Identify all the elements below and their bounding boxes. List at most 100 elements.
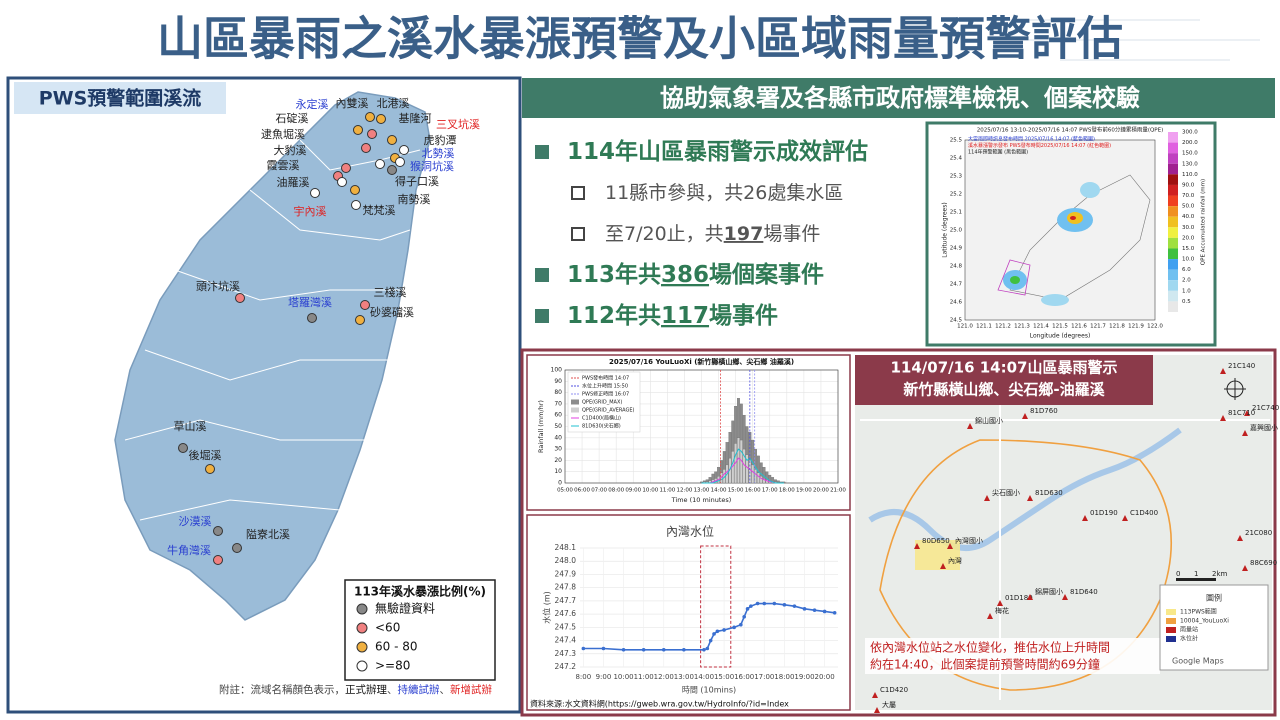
station-marker [1082,515,1088,521]
place-label: 81D760 [1030,407,1058,415]
footnote-part: 附註：流域名稱顏色表示， [219,683,345,696]
x-tick-label: 9:00 [596,673,612,681]
legend-swatch [356,622,368,634]
x-tick-label: 15:00 [714,673,734,681]
x-tick-label: 16:00 [734,673,754,681]
radar-y-tick: 25.1 [950,210,962,216]
radar-x-tick: 121.9 [1128,324,1144,330]
bullet-part: 11縣市參與，共26處集水區 [605,182,843,204]
radar-x-tick: 122.0 [1147,324,1163,330]
map-legend-swatch [1166,618,1176,624]
stream-dot [213,555,223,565]
bullet-text: 113年共386場個案事件 [567,261,824,288]
station-marker [1244,410,1250,416]
point [708,638,713,643]
stream-label: 南勢溪 [398,192,431,206]
place-label: 21C140 [1228,362,1255,370]
x-tick-label: 8:00 [575,673,591,681]
colorbar-label: 70.0 [1182,193,1195,199]
bullet-part: 場個案事件 [709,261,824,288]
radar-coast [1009,174,1151,301]
place-label: 80D650 [922,537,950,545]
scale-label: 1 [1194,570,1198,578]
point [742,614,746,619]
station-marker [947,543,953,549]
y-tick-label: 50 [554,423,562,430]
colorbar-label: 50.0 [1182,204,1195,210]
bullet-part: 場事件 [709,303,778,329]
bullet-part: 場事件 [763,223,820,245]
colorbar-cell [1168,195,1178,207]
place-label: 錦山國小 [975,416,1003,425]
map-legend-swatch [1166,627,1176,633]
place-label: 01D180 [1005,594,1033,602]
radar-x-tick: 121.2 [995,324,1011,330]
radar-y-tick: 25.0 [950,228,963,234]
stream-dot [375,159,385,169]
legend-title: 113年溪水暴漲比例(%) [354,584,486,599]
point [832,610,837,615]
y-tick-label: 247.5 [555,622,577,631]
bullet-part: 114年山區暴雨警示成效評估 [567,138,868,165]
legend-label: PWS修正時間 16:07 [582,391,629,398]
scale-label: 2km [1212,570,1228,578]
stream-dot [205,464,215,474]
footnote-part: 、 [387,684,398,696]
bar [754,469,757,484]
bar [745,454,749,484]
colorbar-cell [1168,132,1178,143]
colorbar-cell [1168,227,1178,238]
stream-dot [395,157,405,167]
x-axis-label: Time (10 minutes) [671,496,732,504]
legend-label: PWS發布時間 14:07 [582,375,629,382]
x-tick-label: 11:00 [659,488,675,494]
scale-bar [1176,578,1216,581]
point [715,629,720,634]
bar [756,472,760,484]
station-marker [874,707,880,713]
map-note: 依內灣水位站之水位變化，推估水位上升時間 [870,640,1110,655]
bullet-square [535,145,549,159]
stream-label: 大豹溪 [274,143,307,157]
stream-label: 宇內溪 [294,205,327,218]
place-label: 81D630 [1035,489,1063,497]
colorbar-cell [1168,280,1178,291]
colorbar-label: 20.0 [1182,235,1195,241]
stream-label: 三叉坑溪 [436,117,480,131]
stream-label: 油羅溪 [277,175,310,189]
radar-x-tick: 121.3 [1014,324,1030,330]
y-tick-label: 70 [554,400,562,407]
stream-label: 北勢溪 [422,146,455,160]
point [621,648,626,652]
x-tick-label: 07:00 [591,488,607,494]
stream-label: 基隆河 [399,111,432,125]
map-legend-box [1159,584,1269,671]
map-caption-box [855,355,1153,405]
stream-dot [387,165,397,175]
y-tick-label: 247.3 [555,649,577,658]
x-tick-label: 10:00 [642,488,658,494]
stream-dot [351,200,361,210]
radar-y-label: Latitude (degrees) [942,202,949,257]
panel-label-box [14,82,226,114]
bar [751,464,755,484]
point [739,622,743,627]
stream-dot [399,145,409,155]
colorbar-cell [1168,248,1178,260]
colorbar-cell [1168,290,1178,302]
series-line [701,457,784,484]
y-tick-label: 10 [554,468,562,475]
map-legend-label: 雨量站 [1180,626,1198,634]
legend-swatch [356,660,368,672]
legend-label: <60 [375,621,400,635]
stream-dot [365,112,375,122]
y-axis-label: Rainfall (mm/hr) [537,400,545,453]
colorbar-title: QPE Accumulated rainfall (mm) [1201,179,1207,265]
radar-note: 114年預警範圍 (黑色範圍) [968,149,1028,156]
stream-label: 石碇溪 [276,111,309,125]
highlight-box [700,545,732,668]
radar-x-tick: 121.1 [976,324,992,330]
map-brand: Google Maps [1172,657,1224,666]
stream-dot [337,177,347,187]
stream-dot [178,443,188,453]
